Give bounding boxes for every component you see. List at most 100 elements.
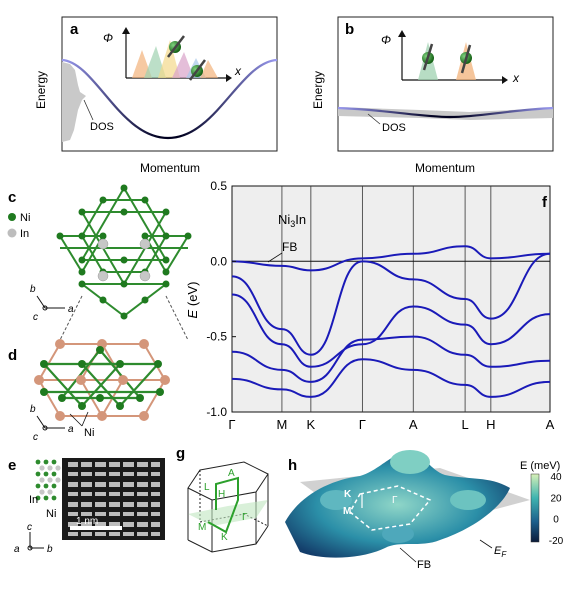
panel-c: c Ni In b (7, 184, 192, 341)
ef-label: EF (494, 545, 507, 559)
kagome-lattice (58, 186, 190, 318)
spin-arrow-icon (167, 35, 185, 58)
panel-a: a DOS Φ x Energy Momentum (34, 16, 278, 175)
panel-f-label: f (542, 194, 548, 211)
colorbar-tick-label: -20 (549, 536, 564, 547)
colorbar-tick-label: 0 (553, 515, 559, 526)
compound-label: Ni3In (278, 212, 306, 229)
surface-peak (450, 490, 486, 510)
scale-bar (70, 526, 122, 530)
plot-area (231, 185, 551, 413)
band-surface (285, 451, 510, 558)
legend-ni: Ni (20, 212, 30, 224)
band-line (231, 358, 551, 398)
colorbar-ticks: 40 20 0 -20 (549, 472, 564, 547)
legend-in: In (20, 228, 29, 240)
panel-a-xaxis: Momentum (140, 161, 200, 175)
panel-a-label: a (70, 21, 79, 38)
gamma-label: Γ (392, 495, 398, 506)
panel-c-label: c (8, 189, 16, 206)
overlay-atoms (35, 459, 57, 501)
y-tick-label: 0.5 (210, 179, 227, 193)
bz-midplane (188, 500, 268, 526)
axis-b: b (30, 404, 36, 415)
bz-point-L: L (204, 482, 210, 493)
y-tick-label: 0.0 (210, 254, 227, 268)
cbar-title: E (meV) (520, 460, 560, 472)
wave-peak (200, 60, 218, 78)
dos-shade (338, 107, 553, 120)
axis-c-icon (42, 305, 48, 311)
axis-a: a (14, 544, 20, 555)
phi-label: Φ (381, 33, 391, 47)
arrow-head-icon (122, 27, 130, 34)
band-line (231, 245, 551, 272)
axis-c-icon (42, 425, 48, 431)
ni-label: Ni (84, 427, 94, 439)
panel-a-yaxis: Energy (34, 71, 48, 109)
stem-gaps (78, 458, 151, 540)
ni-atoms (56, 184, 192, 320)
ni-pointer (81, 411, 89, 427)
y-tick-label: -1.0 (206, 405, 227, 419)
fb-pointer (267, 252, 283, 263)
k-point-lines (281, 186, 492, 412)
spin-arrow-icon (460, 44, 472, 74)
axis-b: b (30, 284, 36, 295)
phi-label: Φ (103, 31, 113, 45)
in-atoms (97, 238, 151, 282)
arrow-head-icon (502, 76, 508, 84)
axis-c: c (27, 522, 32, 533)
x-label: x (512, 71, 520, 85)
projection-line (59, 295, 83, 341)
wave-peak (158, 40, 180, 78)
wave-peak (172, 52, 194, 78)
band-line (231, 293, 551, 368)
bz-point-gamma: Γ (242, 512, 248, 523)
dos-shade (62, 62, 86, 142)
scale-label: 1 nm (76, 516, 98, 527)
surface-peak (320, 490, 352, 510)
panel-b-frame (337, 16, 554, 152)
spin-arrow-icon (189, 59, 206, 81)
panel-h-label: h (288, 457, 297, 474)
panel-e-label: e (8, 457, 16, 474)
ni-atom-icon (8, 213, 16, 221)
axis-a-icon (27, 545, 33, 551)
in-label: In (29, 494, 38, 506)
ni-pointer (69, 413, 83, 427)
bz-outline (349, 485, 432, 531)
flat-band (337, 106, 554, 119)
dispersive-band (61, 58, 278, 140)
panel-h: h K M Γ EF FB E (meV) 40 20 0 -20 (285, 450, 564, 571)
ef-pointer (479, 539, 493, 549)
panel-d: d Ni b a c (8, 339, 170, 443)
colorbar-tick-label: 20 (550, 493, 562, 504)
panel-g-label: g (176, 445, 185, 462)
fb-pointer (399, 547, 417, 563)
panel-f: 0.5 0.0 -0.5 -1.0 Γ M K Γ A L H A f Ni3In FB E (eV… (185, 179, 555, 432)
bz-point-M: M (198, 522, 206, 533)
fb-label: FB (417, 559, 431, 571)
fb-label: FB (282, 240, 297, 254)
k-point-label: A (546, 417, 555, 432)
colorbar (530, 473, 540, 543)
band-lines (231, 245, 551, 398)
axis-c: c (33, 432, 38, 443)
axis-a: a (68, 424, 74, 435)
surface-peak (390, 450, 430, 474)
in-atom-icon (7, 228, 17, 238)
dos-pointer (367, 113, 381, 125)
dos-label: DOS (382, 122, 406, 134)
k-point-label: Γ (359, 417, 366, 432)
k-point-label: M (277, 417, 288, 432)
stem-atoms (68, 462, 160, 536)
surface-peak (382, 525, 414, 543)
spin-arrow-icon (422, 43, 434, 71)
band-line (231, 252, 551, 356)
panel-e: e In Ni 1 nm a c b (8, 457, 165, 555)
y-ticks: 0.5 0.0 -0.5 -1.0 (206, 179, 236, 419)
axis-a: a (68, 304, 74, 315)
projection-line (165, 295, 189, 341)
